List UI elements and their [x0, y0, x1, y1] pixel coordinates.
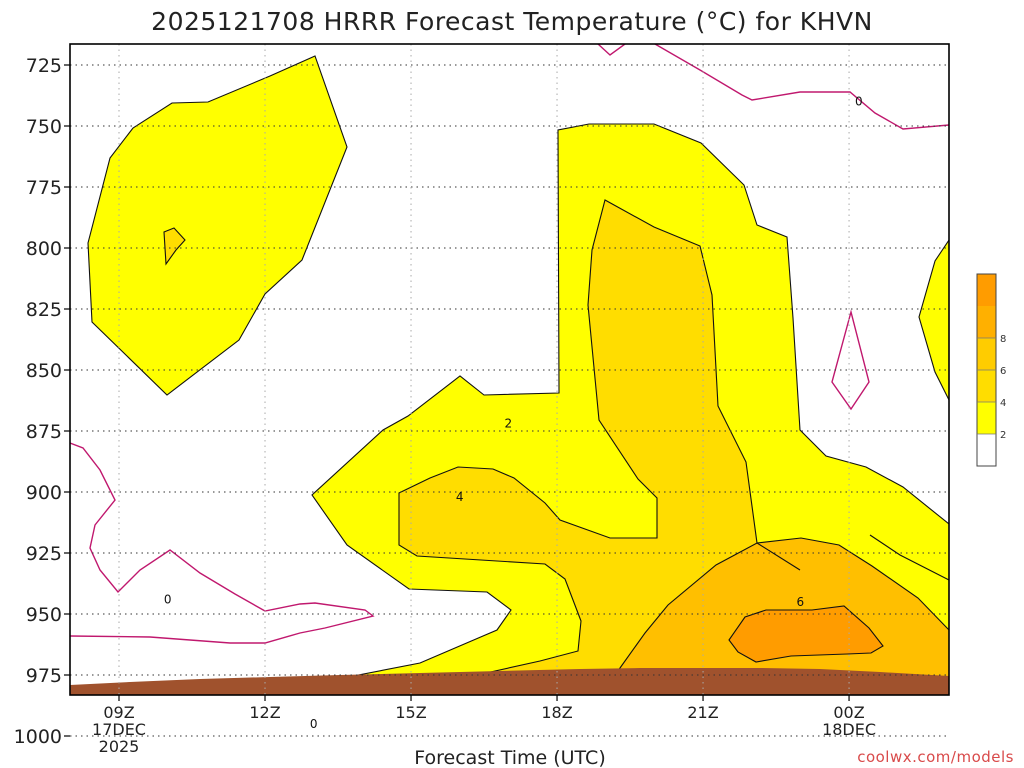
plot-area	[70, 44, 949, 695]
contour-label: 6	[797, 595, 805, 609]
contour-label: 4	[456, 490, 464, 504]
x-tick-label: 2025	[99, 737, 140, 756]
colorbar-swatch	[977, 338, 996, 370]
y-tick-label: 975	[26, 665, 62, 687]
y-tick-label: 850	[26, 360, 62, 382]
contour-2-right	[918, 239, 949, 401]
colorbar-tick-label: 4	[1000, 398, 1006, 409]
x-tick-label: 18DEC	[822, 720, 876, 739]
colorbar-swatch	[977, 306, 996, 338]
y-tick-label: 950	[26, 604, 62, 626]
colorbar-tick-label: 2	[1000, 430, 1006, 441]
chart-title: 2025121708 HRRR Forecast Temperature (°C…	[151, 7, 873, 36]
y-tick-label: 825	[26, 299, 62, 321]
fill-4-6-region-left-blob	[164, 228, 185, 264]
colorbar-swatch	[977, 274, 996, 306]
x-tick-label: 21Z	[687, 703, 718, 722]
colorbar-swatch	[977, 434, 996, 466]
contour-0-left	[70, 442, 375, 644]
contour-4-right-lower	[756, 542, 801, 571]
contour-label: 2	[505, 417, 513, 431]
y-axis: 725 750 775 800 825 850 875 900 925 950 975 1000	[14, 55, 70, 748]
contour-2-main	[311, 123, 949, 678]
colorbar-swatch	[977, 402, 996, 434]
contour-4-left-blob	[163, 227, 186, 266]
x-tick-label: 15Z	[395, 703, 426, 722]
colorbar-tick-label: 6	[1000, 366, 1006, 377]
contour-labels: 0 2 4 6 0 0	[164, 95, 863, 731]
y-tick-label: 900	[26, 482, 62, 504]
y-tick-label: 875	[26, 421, 62, 443]
temperature-contours	[70, 44, 949, 695]
y-tick-label: 725	[26, 55, 62, 77]
contour-label: 0	[310, 717, 318, 731]
contour-2-upper-left	[87, 55, 348, 396]
y-tick-label: 750	[26, 116, 62, 138]
y-tick-label: 925	[26, 543, 62, 565]
fill-2-4-region-upper-left	[88, 56, 347, 395]
colorbar: 2 4 6 8	[976, 273, 1006, 467]
grid-lines	[70, 44, 949, 737]
fill-8-10-region	[729, 606, 883, 662]
contour-0-diamond	[831, 309, 870, 411]
x-axis-label: Forecast Time (UTC)	[414, 747, 605, 768]
y-tick-label: 1000	[14, 726, 62, 748]
contour-label: 0	[164, 592, 172, 606]
x-tick-label: 12Z	[249, 703, 280, 722]
x-tick-label: 17DEC	[92, 720, 146, 739]
colorbar-swatch	[977, 370, 996, 402]
credit-text: coolwx.com/models	[857, 748, 1014, 766]
contour-label: 0	[855, 95, 863, 109]
contour-2-right-lower	[869, 534, 949, 581]
x-tick-label: 18Z	[541, 703, 572, 722]
x-tick-label: 09Z	[103, 703, 134, 722]
contour-0-top	[597, 44, 949, 130]
fill-2-4-region-right-edge	[919, 240, 949, 400]
ground-terrain	[70, 668, 949, 695]
contour-4-main	[398, 199, 758, 695]
y-tick-label: 775	[26, 177, 62, 199]
colorbar-tick-label: 8	[1000, 334, 1006, 345]
y-tick-label: 800	[26, 238, 62, 260]
contour-8	[728, 605, 884, 663]
x-tick-label: 00Z	[833, 703, 864, 722]
